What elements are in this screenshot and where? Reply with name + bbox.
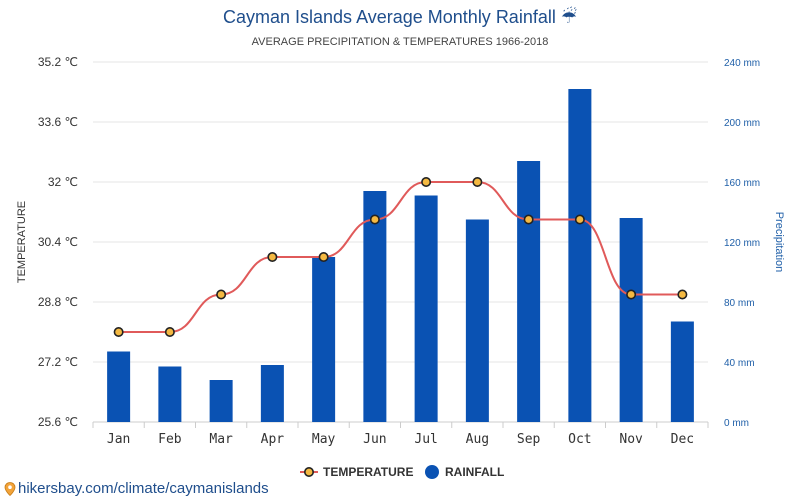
umbrella-icon: ☔ (560, 7, 577, 27)
y-tick-right: 200 mm (724, 118, 760, 129)
temperature-line (118, 181, 683, 333)
chart-title-text: Cayman Islands Average Monthly Rainfall (223, 7, 556, 27)
chart-subtitle: AVERAGE PRECIPITATION & TEMPERATURES 196… (251, 36, 549, 48)
x-tick-label: Jul (414, 432, 437, 447)
rainfall-bar (619, 218, 643, 422)
x-tick-label: Nov (619, 432, 643, 447)
rainfall-bar (158, 366, 182, 422)
rainfall-bar (260, 365, 284, 422)
temperature-point (472, 177, 483, 188)
y-tick-left: 28.8 ℃ (38, 295, 78, 309)
temperature-point (677, 289, 688, 300)
temperature-point (574, 214, 585, 225)
temperature-point (113, 326, 124, 337)
legend-rainfall-label: RAINFALL (445, 465, 504, 479)
temperature-point (626, 289, 637, 300)
footer-link[interactable]: hikersbay.com/climate/caymanislands (4, 480, 269, 497)
rainfall-bar (209, 380, 233, 422)
y-tick-right: 0 mm (724, 418, 749, 429)
map-pin-icon (4, 481, 16, 496)
x-tick-label: Jan (107, 432, 130, 447)
temperature-point (267, 252, 278, 263)
x-tick-label: Dec (671, 432, 694, 447)
temperature-point (523, 214, 534, 225)
x-tick-label: Oct (568, 432, 591, 447)
x-tick-label: Jun (363, 432, 386, 447)
rainfall-bar (107, 351, 131, 422)
temperature-point (318, 252, 329, 263)
footer-text: hikersbay.com/climate/caymanislands (18, 480, 269, 497)
y-tick-right: 40 mm (724, 358, 755, 369)
legend-temperature-label: TEMPERATURE (323, 465, 413, 479)
right-axis-title: Precipitation (773, 212, 785, 273)
y-tick-right: 120 mm (724, 238, 760, 249)
temperature-point (164, 326, 175, 337)
rainfall-bar (414, 195, 438, 422)
rainfall-bar (517, 161, 541, 422)
temperature-point (216, 289, 227, 300)
rainfall-bar (312, 257, 336, 422)
temperature-point (369, 214, 380, 225)
x-tick-label: May (312, 432, 336, 447)
temperature-point (421, 177, 432, 188)
y-tick-right: 240 mm (724, 58, 760, 69)
rainfall-bar (568, 89, 592, 422)
y-tick-right: 160 mm (724, 178, 760, 189)
y-tick-left: 27.2 ℃ (38, 355, 78, 369)
y-tick-left: 32 ℃ (48, 175, 78, 189)
x-tick-label: Feb (158, 432, 182, 447)
chart-title: Cayman Islands Average Monthly Rainfall … (0, 7, 800, 28)
y-tick-left: 35.2 ℃ (38, 55, 78, 69)
legend-temperature-marker (303, 466, 314, 477)
y-tick-left: 33.6 ℃ (38, 115, 78, 129)
rainfall-bar (465, 219, 489, 422)
left-axis-title: TEMPERATURE (16, 201, 28, 283)
legend-rainfall-marker (425, 465, 439, 479)
y-tick-left: 30.4 ℃ (38, 235, 78, 249)
x-tick-label: Aug (466, 432, 489, 447)
rainfall-bar (363, 191, 387, 422)
y-tick-right: 80 mm (724, 298, 755, 309)
rainfall-bar (670, 321, 694, 422)
x-tick-label: Sep (517, 432, 541, 447)
y-tick-left: 25.6 ℃ (38, 415, 78, 429)
x-tick-label: Mar (209, 432, 233, 447)
x-tick-label: Apr (261, 432, 285, 447)
